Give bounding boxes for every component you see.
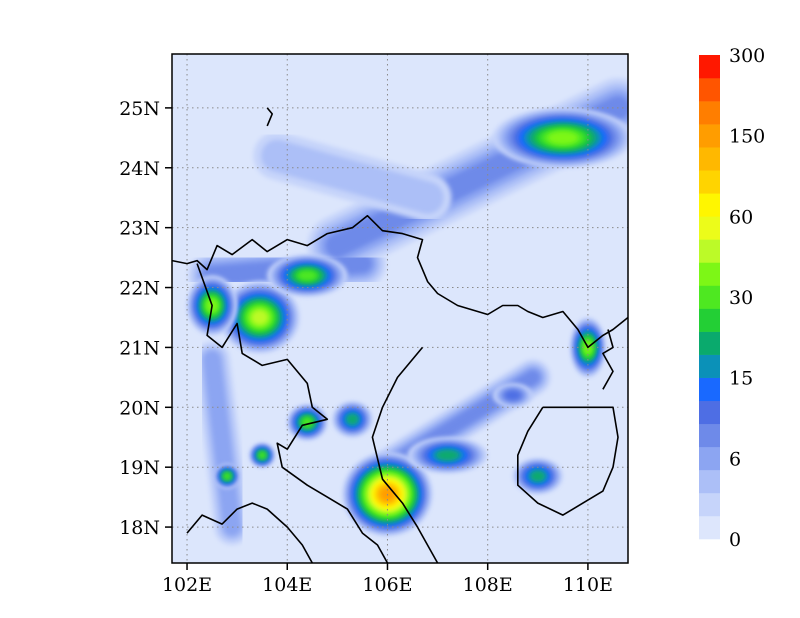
lon-tick-label: 102E xyxy=(162,574,212,596)
rain-core-9-level-10 xyxy=(224,473,231,479)
colorbar-box xyxy=(699,239,720,263)
colorbar-box xyxy=(699,216,720,240)
coastline-4 xyxy=(516,406,619,516)
colorbar-box xyxy=(699,423,720,448)
colorbar-tick-label: 30 xyxy=(729,287,753,309)
lat-tick-label: 20N xyxy=(119,397,160,419)
map-plot-area xyxy=(171,53,629,564)
colorbar-box xyxy=(699,170,720,194)
colorbar-box xyxy=(699,147,720,171)
colorbar-box xyxy=(699,285,720,309)
lat-tick-label: 22N xyxy=(119,278,160,300)
colorbar-box xyxy=(699,492,720,517)
coastline-5 xyxy=(602,329,614,390)
longitude-axis: 102E 104E 106E 108E 110E xyxy=(162,563,613,596)
colorbar-tick-label: 15 xyxy=(729,368,753,390)
colorbar-box xyxy=(699,101,720,125)
colorbar-box xyxy=(699,400,720,425)
rain-core-7-level-8 xyxy=(346,414,358,425)
colorbar-tick-label: 6 xyxy=(729,448,741,470)
lat-tick-label: 24N xyxy=(119,158,160,180)
lon-tick-label: 110E xyxy=(563,574,613,596)
colorbar: 0 6 15 30 60 150 300 xyxy=(699,45,765,551)
rain-core-3-level-10 xyxy=(297,270,317,281)
rain-core-8-level-10 xyxy=(259,452,266,459)
colorbar-tick-label: 0 xyxy=(729,529,741,551)
lon-tick-label: 106E xyxy=(362,574,412,596)
colorbar-box xyxy=(699,354,720,378)
lon-tick-label: 104E xyxy=(262,574,312,596)
colorbar-tick-label: 150 xyxy=(729,126,765,148)
lat-tick-label: 25N xyxy=(119,98,160,120)
lat-tick-label: 21N xyxy=(119,337,160,359)
lat-tick-label: 19N xyxy=(119,457,160,479)
colorbar-tick-label: 300 xyxy=(729,45,765,67)
colorbar-box xyxy=(699,446,720,471)
colorbar-box xyxy=(699,515,720,540)
lat-tick-label: 18N xyxy=(119,517,160,539)
colorbar-box xyxy=(699,55,720,79)
lon-tick-label: 108E xyxy=(463,574,513,596)
colorbar-labels: 0 6 15 30 60 150 300 xyxy=(729,45,765,551)
colorbar-box xyxy=(699,193,720,217)
rain-core-10-level-8 xyxy=(436,450,459,461)
coastline-2 xyxy=(186,502,313,563)
lat-tick-label: 23N xyxy=(119,218,160,240)
coastline-0 xyxy=(172,214,628,349)
coastlines-borders xyxy=(172,107,628,563)
coastline-3 xyxy=(196,263,389,563)
colorbar-tick-label: 60 xyxy=(729,206,753,228)
map-frame xyxy=(171,53,629,564)
rain-core-12-level-5 xyxy=(504,390,521,401)
rain-core-11-level-8 xyxy=(530,471,545,482)
rain-core-1-level-12 xyxy=(251,310,268,325)
latitude-axis: 18N 19N 20N 21N 22N 23N 24N 25N xyxy=(119,98,172,539)
colorbar-box xyxy=(699,78,720,102)
rain-band-2-level-3 xyxy=(203,350,242,537)
coastline-6 xyxy=(266,107,274,127)
colorbar-box xyxy=(699,377,720,402)
coastline-1 xyxy=(371,346,439,563)
rain-core-4-level-11 xyxy=(547,131,579,145)
colorbar-box xyxy=(699,469,720,494)
rain-band-1-level-2 xyxy=(261,139,444,214)
colorbar-box xyxy=(699,262,720,286)
colorbar-box xyxy=(699,124,720,148)
colorbar-boxes xyxy=(699,55,720,540)
colorbar-box xyxy=(699,308,720,332)
colorbar-box xyxy=(699,331,720,355)
